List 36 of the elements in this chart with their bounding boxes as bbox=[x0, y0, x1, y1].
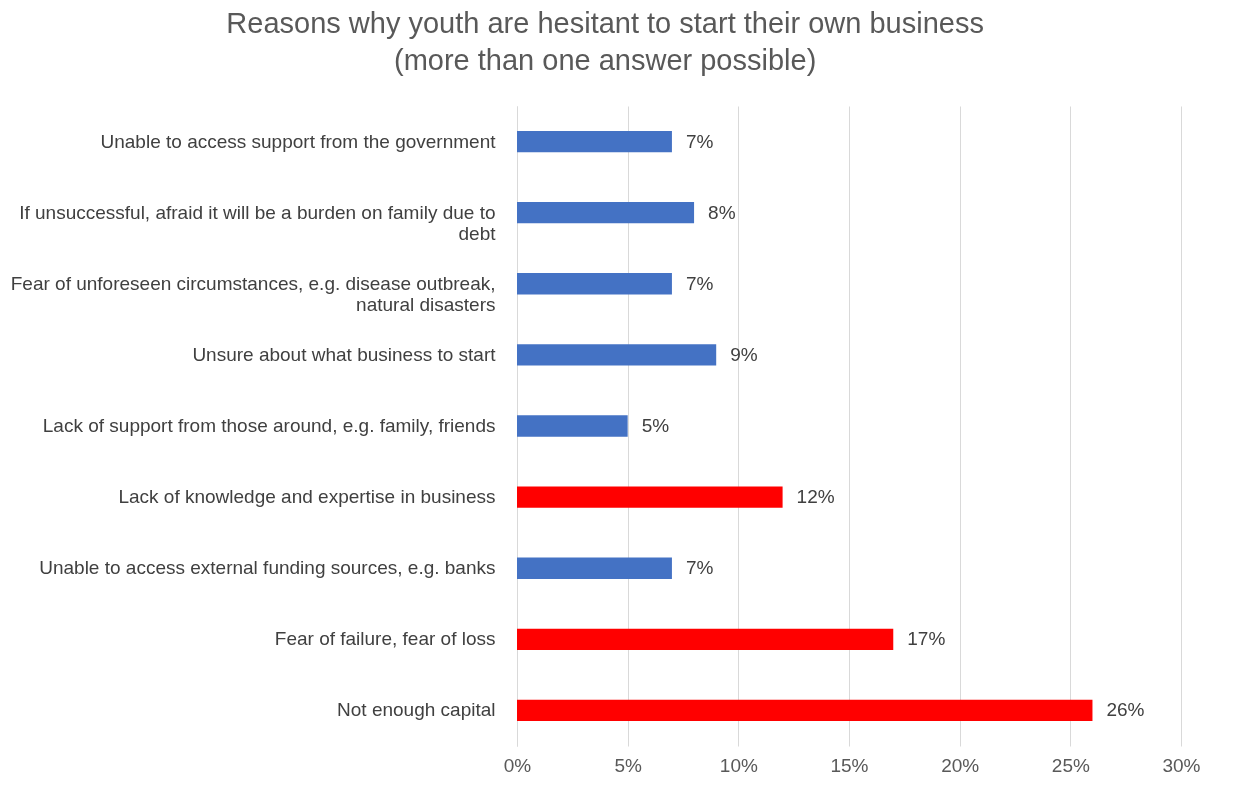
y-tick-label: Not enough capital bbox=[337, 699, 496, 721]
chart-title: Reasons why youth are hesitant to start their own business bbox=[226, 7, 984, 39]
x-tick-label: 20% bbox=[941, 754, 980, 776]
x-tick-label: 0% bbox=[503, 754, 532, 776]
y-tick-label: Unable to access external funding sources, e.g. banks bbox=[39, 557, 496, 579]
bar bbox=[517, 415, 628, 437]
y-tick-label: Lack of support from those around, e.g. family, friends bbox=[42, 415, 496, 436]
y-tick-label: Fear of unforeseen circumstances, e.g. disease outbreak, natural disasters bbox=[10, 272, 496, 315]
data-label: 12% bbox=[796, 486, 835, 508]
data-label: 9% bbox=[730, 343, 758, 365]
y-tick-label: If unsuccessful, afraid it will be a burden on family due to debt bbox=[19, 201, 497, 244]
data-label: 17% bbox=[907, 628, 946, 650]
bar bbox=[517, 130, 672, 153]
y-tick-label: Fear of failure, fear of loss bbox=[274, 628, 496, 650]
x-tick-label: 5% bbox=[614, 754, 642, 776]
y-tick-label: Unsure about what business to start bbox=[192, 343, 497, 365]
bar bbox=[517, 202, 695, 224]
bar bbox=[517, 628, 894, 650]
bar bbox=[517, 486, 783, 508]
bar bbox=[517, 699, 1093, 722]
y-tick-label: Unable to access support from the government bbox=[100, 130, 497, 152]
x-tick-label: 25% bbox=[1051, 754, 1090, 776]
x-tick-label: 30% bbox=[1162, 754, 1201, 776]
x-tick-label: 15% bbox=[830, 754, 869, 776]
data-label: 5% bbox=[641, 415, 670, 436]
bar bbox=[517, 557, 672, 579]
data-label: 8% bbox=[708, 201, 736, 223]
bar bbox=[517, 344, 717, 366]
data-label: 7% bbox=[685, 557, 714, 579]
y-tick-label: Lack of knowledge and expertise in business bbox=[118, 486, 496, 508]
x-tick-label: 10% bbox=[719, 754, 758, 776]
bar bbox=[517, 273, 672, 295]
chart-subtitle: (more than one answer possible) bbox=[393, 44, 817, 76]
data-label: 26% bbox=[1106, 699, 1145, 721]
data-label: 7% bbox=[685, 272, 714, 294]
data-label: 7% bbox=[685, 130, 714, 152]
